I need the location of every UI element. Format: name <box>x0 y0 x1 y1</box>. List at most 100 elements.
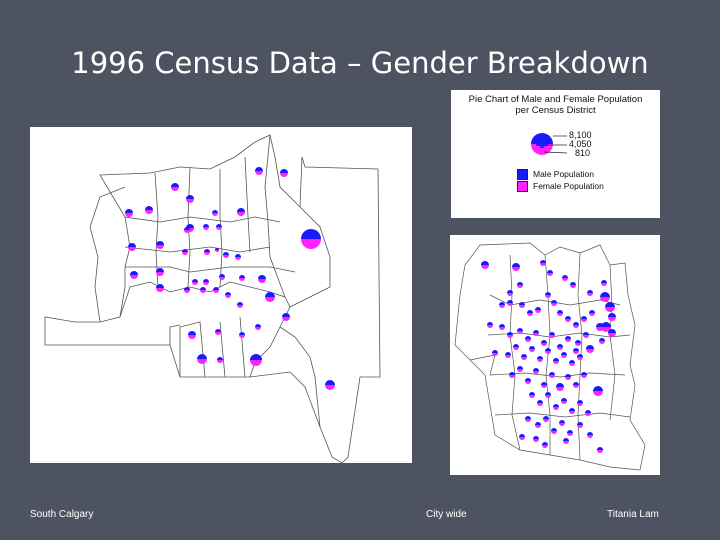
south-district-pie <box>156 241 164 249</box>
south-district-pie <box>192 279 198 285</box>
footer-center-label: City wide <box>426 509 467 520</box>
footer-left-label: South Calgary <box>30 509 94 520</box>
city-district-pie <box>563 438 569 444</box>
city-district-pie <box>541 340 547 346</box>
south-district-pie <box>197 354 207 364</box>
city-district-pie <box>581 372 587 378</box>
city-district-pie <box>573 348 579 354</box>
district-boundaries <box>44 134 381 464</box>
south-district-pie <box>188 331 196 339</box>
city-district-pie <box>573 382 579 388</box>
legend-size-medium: 4,050 <box>569 139 592 149</box>
city-district-pie <box>596 323 604 331</box>
city-district-pie <box>557 344 563 350</box>
city-district-pie <box>601 280 607 286</box>
south-district-pie <box>239 332 245 338</box>
city-district-pie <box>535 307 541 313</box>
city-district-pie <box>589 310 595 316</box>
city-district-pie <box>577 400 583 406</box>
city-district-pie <box>492 350 498 356</box>
city-district-pie <box>569 360 575 366</box>
legend-size-symbols <box>531 133 568 155</box>
south-district-pie <box>265 292 275 302</box>
city-district-pie <box>565 374 571 380</box>
city-district-pie <box>577 354 583 360</box>
south-district-pie <box>145 206 153 214</box>
legend-title-line1: Pie Chart of Male and Female Population <box>468 94 643 105</box>
south-district-pie <box>203 224 209 230</box>
city-district-pie <box>507 300 513 306</box>
city-district-pie <box>565 316 571 322</box>
city-district-pie <box>533 368 539 374</box>
city-district-pie <box>543 416 549 422</box>
city-district-pie <box>535 422 541 428</box>
south-district-pie <box>203 279 209 285</box>
south-district-pie <box>301 229 321 249</box>
city-district-pie <box>513 344 519 350</box>
south-district-pie <box>215 329 221 335</box>
city-district-pie <box>545 292 551 298</box>
male-swatch <box>517 169 528 180</box>
city-district-pie <box>537 356 543 362</box>
south-district-pie <box>255 324 261 330</box>
south-district-pie <box>258 275 266 283</box>
city-district-pie <box>533 436 539 442</box>
south-district-pie <box>156 284 164 292</box>
south-district-pie <box>255 167 263 175</box>
city-district-pie <box>519 434 525 440</box>
city-district-pie <box>487 322 493 328</box>
city-district-pie <box>608 329 616 337</box>
city-district-pie <box>507 290 513 296</box>
city-district-pie <box>567 430 573 436</box>
slide-title: 1996 Census Data – Gender Breakdown <box>71 46 649 80</box>
south-district-pie <box>216 224 222 230</box>
city-district-pie <box>549 332 555 338</box>
city-district-pie <box>565 336 571 342</box>
city-district-boundaries <box>454 242 646 471</box>
south-district-pie <box>280 169 288 177</box>
city-district-pie <box>525 416 531 422</box>
south-district-pie <box>219 274 225 280</box>
south-district-pie <box>128 243 136 251</box>
city-district-pie <box>505 352 511 358</box>
city-district-pie <box>556 383 564 391</box>
legend-box: Pie Chart of Male and Female Population … <box>451 90 660 218</box>
south-district-pie <box>200 287 206 293</box>
city-district-pie <box>553 358 559 364</box>
city-district-pie <box>557 310 563 316</box>
city-district-pie <box>541 382 547 388</box>
city-district-pie <box>517 328 523 334</box>
city-district-pie <box>529 346 535 352</box>
city-district-pie <box>547 270 553 276</box>
city-wide-map-svg <box>454 242 646 471</box>
size-circle-small <box>540 146 544 150</box>
city-pie-markers <box>481 260 616 453</box>
city-district-pie <box>583 332 589 338</box>
south-district-pie <box>225 292 231 298</box>
city-district-pie <box>608 313 616 321</box>
city-district-pie <box>517 282 523 288</box>
south-district-pie <box>235 254 241 260</box>
city-district-pie <box>570 282 576 288</box>
city-district-pie <box>540 260 546 266</box>
city-district-pie <box>521 354 527 360</box>
south-district-pie <box>182 249 188 255</box>
city-district-pie <box>605 302 615 312</box>
city-district-pie <box>587 290 593 296</box>
city-district-pie <box>527 310 533 316</box>
city-district-pie <box>499 324 505 330</box>
city-district-pie <box>600 292 610 302</box>
city-district-pie <box>586 345 594 353</box>
city-district-pie <box>581 316 587 322</box>
city-district-pie <box>545 392 551 398</box>
south-calgary-map-svg <box>44 134 381 464</box>
city-district-pie <box>525 336 531 342</box>
south-district-pie <box>156 268 164 276</box>
city-district-pie <box>551 428 557 434</box>
city-district-pie <box>525 378 531 384</box>
legend-title-line2: per Census District <box>515 105 596 116</box>
city-district-pie <box>569 408 575 414</box>
south-district-pie <box>171 183 179 191</box>
south-district-pie <box>184 287 190 293</box>
city-district-pie <box>575 340 581 346</box>
